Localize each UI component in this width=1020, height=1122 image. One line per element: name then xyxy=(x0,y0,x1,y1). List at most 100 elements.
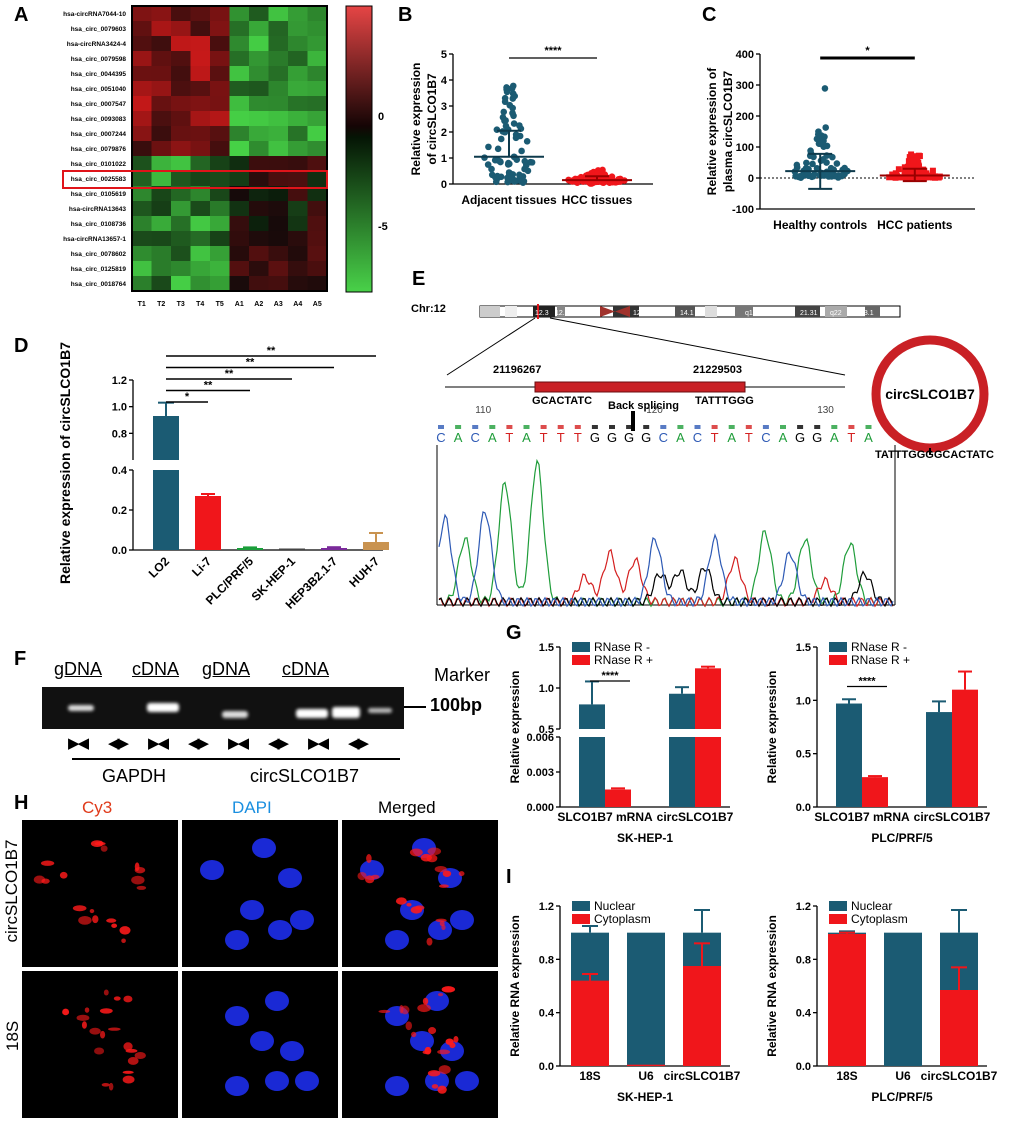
heatmap-cell xyxy=(229,156,249,171)
heatmap-cell xyxy=(190,96,210,111)
heatmap-col-label: T2 xyxy=(157,301,165,308)
trace-A xyxy=(438,458,894,608)
data-point xyxy=(925,174,932,181)
heatmap-cell xyxy=(229,216,249,231)
heatmap-col-label: A3 xyxy=(274,301,283,308)
data-point xyxy=(497,135,505,143)
base-call: T xyxy=(711,430,719,445)
heatmap-cell xyxy=(249,171,269,186)
chromosome-ideogram: 12.3 12.1 12q12 14.1 q15 21.31 q22 23.1 23.3 xyxy=(479,304,901,319)
colorbar-tick-0: 0 xyxy=(378,111,384,123)
data-point xyxy=(929,167,936,174)
heatmap-cell xyxy=(132,276,152,291)
bar xyxy=(926,712,952,807)
base-call: A xyxy=(779,430,788,445)
y-tick-label: 400 xyxy=(736,49,754,61)
heatmap-cell xyxy=(210,111,230,126)
fish-row-circ: circSLCO1B7 xyxy=(2,839,21,943)
heatmap-cell xyxy=(307,276,327,291)
heatmap-cell xyxy=(190,66,210,81)
data-point xyxy=(920,174,927,181)
heatmap-cell xyxy=(132,81,152,96)
bar xyxy=(952,689,978,807)
y-tick-label: 0.0 xyxy=(539,1061,554,1073)
heatmap-cell xyxy=(151,36,171,51)
y-tick-label: 0.0 xyxy=(796,1061,811,1073)
heatmap-cell xyxy=(151,51,171,66)
heatmap-cell xyxy=(229,111,249,126)
legend-label: Cytoplasm xyxy=(594,912,651,926)
heatmap-cell xyxy=(307,126,327,141)
heatmap-cell xyxy=(229,231,249,246)
heatmap-cell xyxy=(151,156,171,171)
legend-swatch xyxy=(829,642,847,652)
data-point xyxy=(909,161,916,168)
heatmap-cell xyxy=(132,201,152,216)
heatmap-cell xyxy=(229,6,249,21)
x-category-label: circSLCO1B7 xyxy=(657,810,734,824)
data-point xyxy=(502,122,510,130)
data-point xyxy=(494,145,502,153)
nucleus xyxy=(225,930,249,950)
heatmap-cell xyxy=(210,231,230,246)
heatmap-cell xyxy=(268,276,288,291)
heatmap-cell xyxy=(268,126,288,141)
nucleus xyxy=(425,991,449,1011)
y-tick-label: 1.2 xyxy=(539,901,554,913)
heatmap-cell xyxy=(249,81,269,96)
y-tick-label: 1.2 xyxy=(796,901,811,913)
gel-image xyxy=(42,687,404,729)
heatmap-cell xyxy=(171,66,191,81)
exon-box xyxy=(534,381,746,393)
y-tick-label: 300 xyxy=(736,80,754,92)
heatmap-cell xyxy=(210,141,230,156)
x-category-label: Li-7 xyxy=(189,554,214,579)
sig-label: * xyxy=(185,391,190,403)
data-point xyxy=(809,160,816,168)
base-call: A xyxy=(727,430,736,445)
data-point xyxy=(520,177,528,185)
bar xyxy=(669,693,695,729)
nucleus xyxy=(252,838,276,858)
heatmap-cell xyxy=(210,246,230,261)
y-tick-label: 0.8 xyxy=(112,428,127,440)
heatmap-cell xyxy=(171,246,191,261)
y-tick-label: 1.5 xyxy=(796,642,811,654)
heatmap-cell xyxy=(307,21,327,36)
heatmap-cell xyxy=(210,201,230,216)
bar xyxy=(237,548,263,550)
heatmap-cell xyxy=(288,201,308,216)
heatmap-row-label: hsa_circ_0018764 xyxy=(71,281,127,288)
heatmap-row-label: hsa_circ_0007547 xyxy=(71,101,127,108)
primer-arrows: ◀▶ xyxy=(108,735,129,752)
heatmap-cell xyxy=(132,171,152,186)
heatmap-cell xyxy=(171,96,191,111)
x-category-label: 18S xyxy=(836,1069,857,1083)
y-tick-label: 1.2 xyxy=(112,375,127,387)
y-tick-label: 0.4 xyxy=(796,1008,812,1020)
heatmap-cell xyxy=(151,186,171,201)
y-tick-label: 0.8 xyxy=(796,954,811,966)
data-point xyxy=(587,170,595,177)
gel-lane-label: gDNA xyxy=(202,659,251,679)
gene-label-circ: circSLCO1B7 xyxy=(250,766,360,786)
y-tick-label: 1 xyxy=(441,153,447,165)
heatmap-col-label: A1 xyxy=(235,301,244,308)
heatmap-cell xyxy=(288,81,308,96)
heatmap-row-label: hsa_circ_0025583 xyxy=(71,176,127,183)
heatmap-cell xyxy=(229,276,249,291)
legend-label: RNase R - xyxy=(851,640,907,654)
data-point xyxy=(841,164,848,172)
x-axis-label: SK-HEP-1 xyxy=(617,831,673,845)
fish-row-18s: 18S xyxy=(3,1020,22,1051)
heatmap-cell xyxy=(190,231,210,246)
y-tick-label: 0.2 xyxy=(112,505,127,517)
data-point xyxy=(892,174,899,181)
data-point xyxy=(813,165,821,172)
data-point xyxy=(511,92,518,100)
bar xyxy=(862,777,888,807)
colorbar-tick-minus5: -5 xyxy=(378,221,388,233)
x-category-label: Adjacent tissues xyxy=(461,193,557,207)
gene-label-gapdh: GAPDH xyxy=(102,766,167,786)
data-point xyxy=(908,151,915,158)
